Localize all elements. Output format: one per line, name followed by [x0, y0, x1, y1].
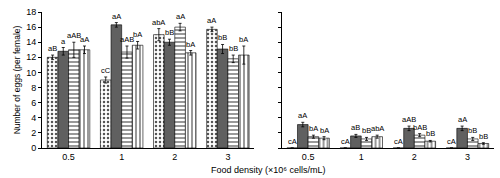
svg-text:10: 10	[26, 68, 36, 78]
svg-text:4: 4	[31, 113, 36, 123]
svg-text:bB: bB	[218, 33, 227, 42]
svg-text:8: 8	[31, 83, 36, 93]
svg-text:16: 16	[26, 22, 36, 32]
svg-text:aA: aA	[176, 12, 185, 21]
svg-text:0.5: 0.5	[62, 152, 75, 162]
svg-text:aB: aB	[48, 44, 57, 53]
svg-text:bA: bA	[133, 30, 142, 39]
svg-text:2: 2	[172, 152, 177, 162]
svg-text:0.5: 0.5	[302, 152, 315, 162]
svg-text:3: 3	[225, 152, 230, 162]
svg-text:bB: bB	[468, 126, 477, 135]
svg-text:bAB: bAB	[413, 123, 427, 132]
svg-text:0: 0	[31, 143, 36, 153]
svg-text:cA: cA	[394, 137, 403, 146]
svg-text:2: 2	[412, 152, 417, 162]
svg-text:aA: aA	[298, 111, 307, 120]
svg-text:a: a	[61, 37, 66, 46]
svg-text:1: 1	[119, 152, 124, 162]
svg-text:aA: aA	[80, 35, 89, 44]
svg-text:6: 6	[31, 98, 36, 108]
svg-text:bA: bA	[239, 35, 248, 44]
svg-text:aAB: aAB	[120, 35, 134, 44]
svg-text:Number of eggs (per female): Number of eggs (per female)	[12, 26, 22, 135]
svg-text:bA: bA	[186, 40, 195, 49]
svg-text:aB: aB	[351, 123, 360, 132]
svg-text:1: 1	[359, 152, 364, 162]
svg-text:aA: aA	[458, 115, 467, 124]
svg-text:12: 12	[26, 52, 36, 62]
svg-text:bB: bB	[229, 44, 238, 53]
svg-text:bA: bA	[320, 126, 329, 135]
svg-text:2: 2	[31, 128, 36, 138]
svg-text:Food density (×10⁶ cells/mL): Food density (×10⁶ cells/mL)	[211, 165, 326, 175]
svg-text:18: 18	[26, 7, 36, 17]
svg-text:14: 14	[26, 37, 36, 47]
svg-text:bB: bB	[426, 129, 435, 138]
svg-text:3: 3	[465, 152, 470, 162]
svg-text:cC: cC	[101, 66, 111, 75]
svg-text:aAB: aAB	[67, 31, 81, 40]
svg-text:bA: bA	[309, 124, 318, 133]
svg-text:bB: bB	[165, 28, 174, 37]
svg-text:aAB: aAB	[402, 115, 416, 124]
svg-text:abA: abA	[371, 124, 384, 133]
svg-text:bB: bB	[479, 132, 488, 141]
svg-text:cA: cA	[447, 137, 456, 146]
svg-text:cA: cA	[341, 137, 350, 146]
svg-text:abA: abA	[152, 18, 165, 27]
svg-text:cA: cA	[288, 137, 297, 146]
svg-text:aA: aA	[207, 16, 216, 25]
svg-text:bB: bB	[362, 126, 371, 135]
svg-text:aA: aA	[112, 12, 121, 21]
